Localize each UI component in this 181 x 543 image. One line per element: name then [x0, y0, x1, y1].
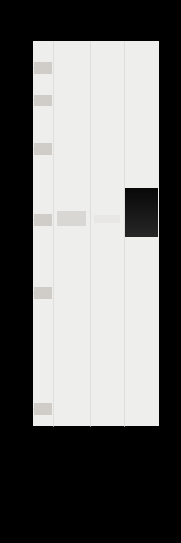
Bar [125, 206, 158, 207]
Bar [125, 195, 158, 196]
Text: 66-: 66- [17, 216, 30, 224]
Bar [33, 41, 159, 426]
Bar [125, 210, 158, 211]
Bar [125, 217, 158, 218]
Bar [125, 210, 158, 211]
Bar [125, 189, 158, 190]
Bar [125, 197, 158, 198]
Bar [125, 228, 158, 229]
Bar [125, 202, 158, 203]
Bar [125, 215, 158, 216]
Bar [57, 211, 86, 226]
Bar [125, 218, 158, 219]
Bar [125, 228, 158, 229]
Bar [125, 225, 158, 226]
Bar [125, 201, 158, 203]
Bar [125, 192, 158, 193]
Bar [125, 193, 158, 194]
Bar [125, 209, 158, 210]
Bar [125, 216, 158, 217]
Bar [125, 234, 158, 235]
Bar [125, 205, 158, 206]
Bar [125, 235, 158, 236]
Bar [125, 236, 158, 237]
Bar [125, 211, 158, 212]
Bar [125, 187, 158, 188]
Bar [125, 220, 158, 221]
Bar [125, 224, 158, 225]
Bar [125, 200, 158, 201]
Bar [125, 226, 158, 227]
Bar [125, 213, 158, 214]
Bar [125, 199, 158, 200]
Bar [125, 221, 158, 222]
Bar [125, 226, 158, 228]
Text: 180: 180 [16, 96, 30, 105]
Bar [125, 188, 158, 190]
Bar [125, 198, 158, 199]
Bar [125, 203, 158, 204]
Bar [125, 229, 158, 230]
Bar [125, 231, 158, 232]
Text: -CPSF3: -CPSF3 [160, 209, 181, 215]
Bar [125, 208, 158, 209]
Bar [125, 207, 158, 208]
Bar [125, 223, 158, 224]
Bar [125, 214, 158, 216]
Bar [34, 403, 52, 415]
Bar [125, 200, 158, 201]
Bar [125, 230, 158, 231]
Bar [125, 192, 158, 193]
Bar [125, 213, 158, 214]
Text: 116: 116 [16, 144, 30, 153]
Bar [34, 94, 52, 106]
Bar [125, 223, 158, 224]
Bar [125, 233, 158, 234]
Bar [34, 214, 52, 226]
Bar [125, 194, 158, 195]
Bar [34, 143, 52, 155]
Bar [125, 219, 158, 220]
Bar [94, 215, 120, 223]
Bar [125, 205, 158, 206]
Bar [34, 287, 52, 299]
Text: 40-: 40- [17, 289, 30, 298]
Bar [125, 231, 158, 232]
Bar [125, 204, 158, 205]
Bar [125, 197, 158, 198]
Bar [34, 62, 52, 74]
Bar [125, 212, 158, 213]
Bar [125, 218, 158, 219]
Bar [125, 195, 158, 197]
Bar [125, 190, 158, 191]
Text: 230-: 230- [13, 63, 30, 72]
Bar [125, 232, 158, 233]
Bar [125, 222, 158, 223]
Bar [125, 191, 158, 192]
Text: 12: 12 [20, 405, 30, 413]
